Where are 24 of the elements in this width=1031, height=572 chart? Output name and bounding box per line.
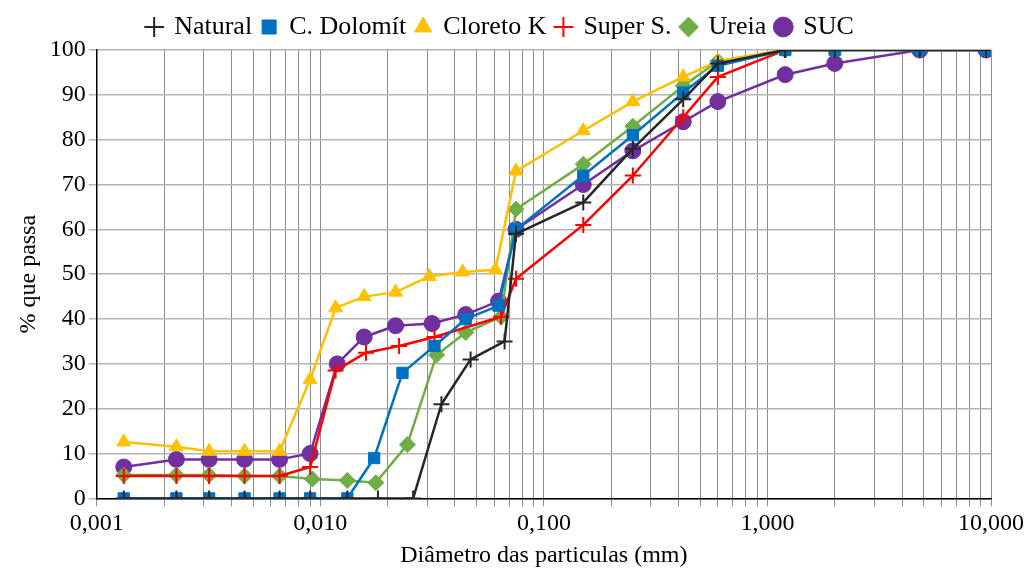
legend-label: Natural — [174, 10, 253, 40]
x-tick-label: 1,000 — [740, 509, 795, 536]
y-tick-label: 90 — [61, 80, 86, 107]
y-tick-label: 80 — [61, 124, 86, 151]
legend-label: SUC — [803, 10, 854, 40]
x-axis-title: Diâmetro das particulas (mm) — [400, 540, 688, 567]
legend-label: Cloreto K — [443, 10, 547, 40]
x-tick-label: 0,001 — [69, 509, 124, 536]
y-tick-label: 10 — [61, 438, 86, 465]
y-tick-label: 70 — [61, 169, 86, 196]
legend-label: Ureia — [708, 10, 767, 40]
y-tick-label: 20 — [61, 394, 86, 421]
x-tick-label: 0,010 — [293, 509, 348, 536]
y-tick-label: 100 — [49, 35, 86, 62]
x-tick-label: 10,000 — [958, 509, 1024, 536]
legend-label: C. Dolomít — [289, 10, 407, 40]
y-tick-label: 0 — [73, 483, 86, 510]
y-tick-label: 30 — [61, 349, 86, 376]
y-tick-label: 40 — [61, 304, 86, 331]
x-tick-label: 0,100 — [516, 509, 571, 536]
y-axis-title: % que passa — [13, 214, 40, 334]
y-tick-label: 60 — [61, 214, 86, 241]
legend-label: Super S. — [583, 10, 672, 40]
y-tick-label: 50 — [61, 259, 86, 286]
